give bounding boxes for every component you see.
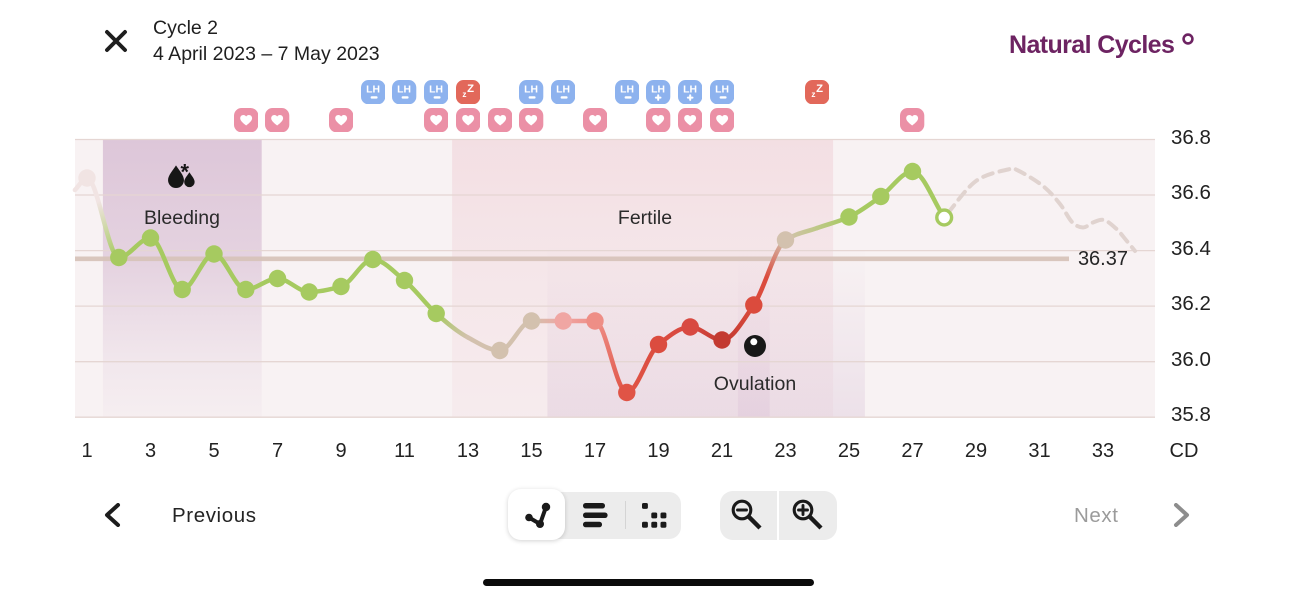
svg-text:LH: LH: [525, 85, 539, 96]
svg-text:LH: LH: [398, 85, 412, 96]
svg-text:LH: LH: [620, 85, 634, 96]
svg-text:Z: Z: [467, 83, 474, 95]
svg-text:*: *: [180, 160, 189, 185]
svg-text:LH: LH: [715, 85, 729, 96]
svg-text:z: z: [811, 90, 815, 99]
svg-text:z: z: [462, 90, 466, 99]
svg-text:LH: LH: [429, 85, 443, 96]
svg-text:LH: LH: [652, 85, 666, 96]
svg-text:LH: LH: [556, 85, 570, 96]
svg-text:Z: Z: [816, 83, 823, 95]
svg-text:LH: LH: [366, 85, 380, 96]
svg-text:LH: LH: [683, 85, 697, 96]
